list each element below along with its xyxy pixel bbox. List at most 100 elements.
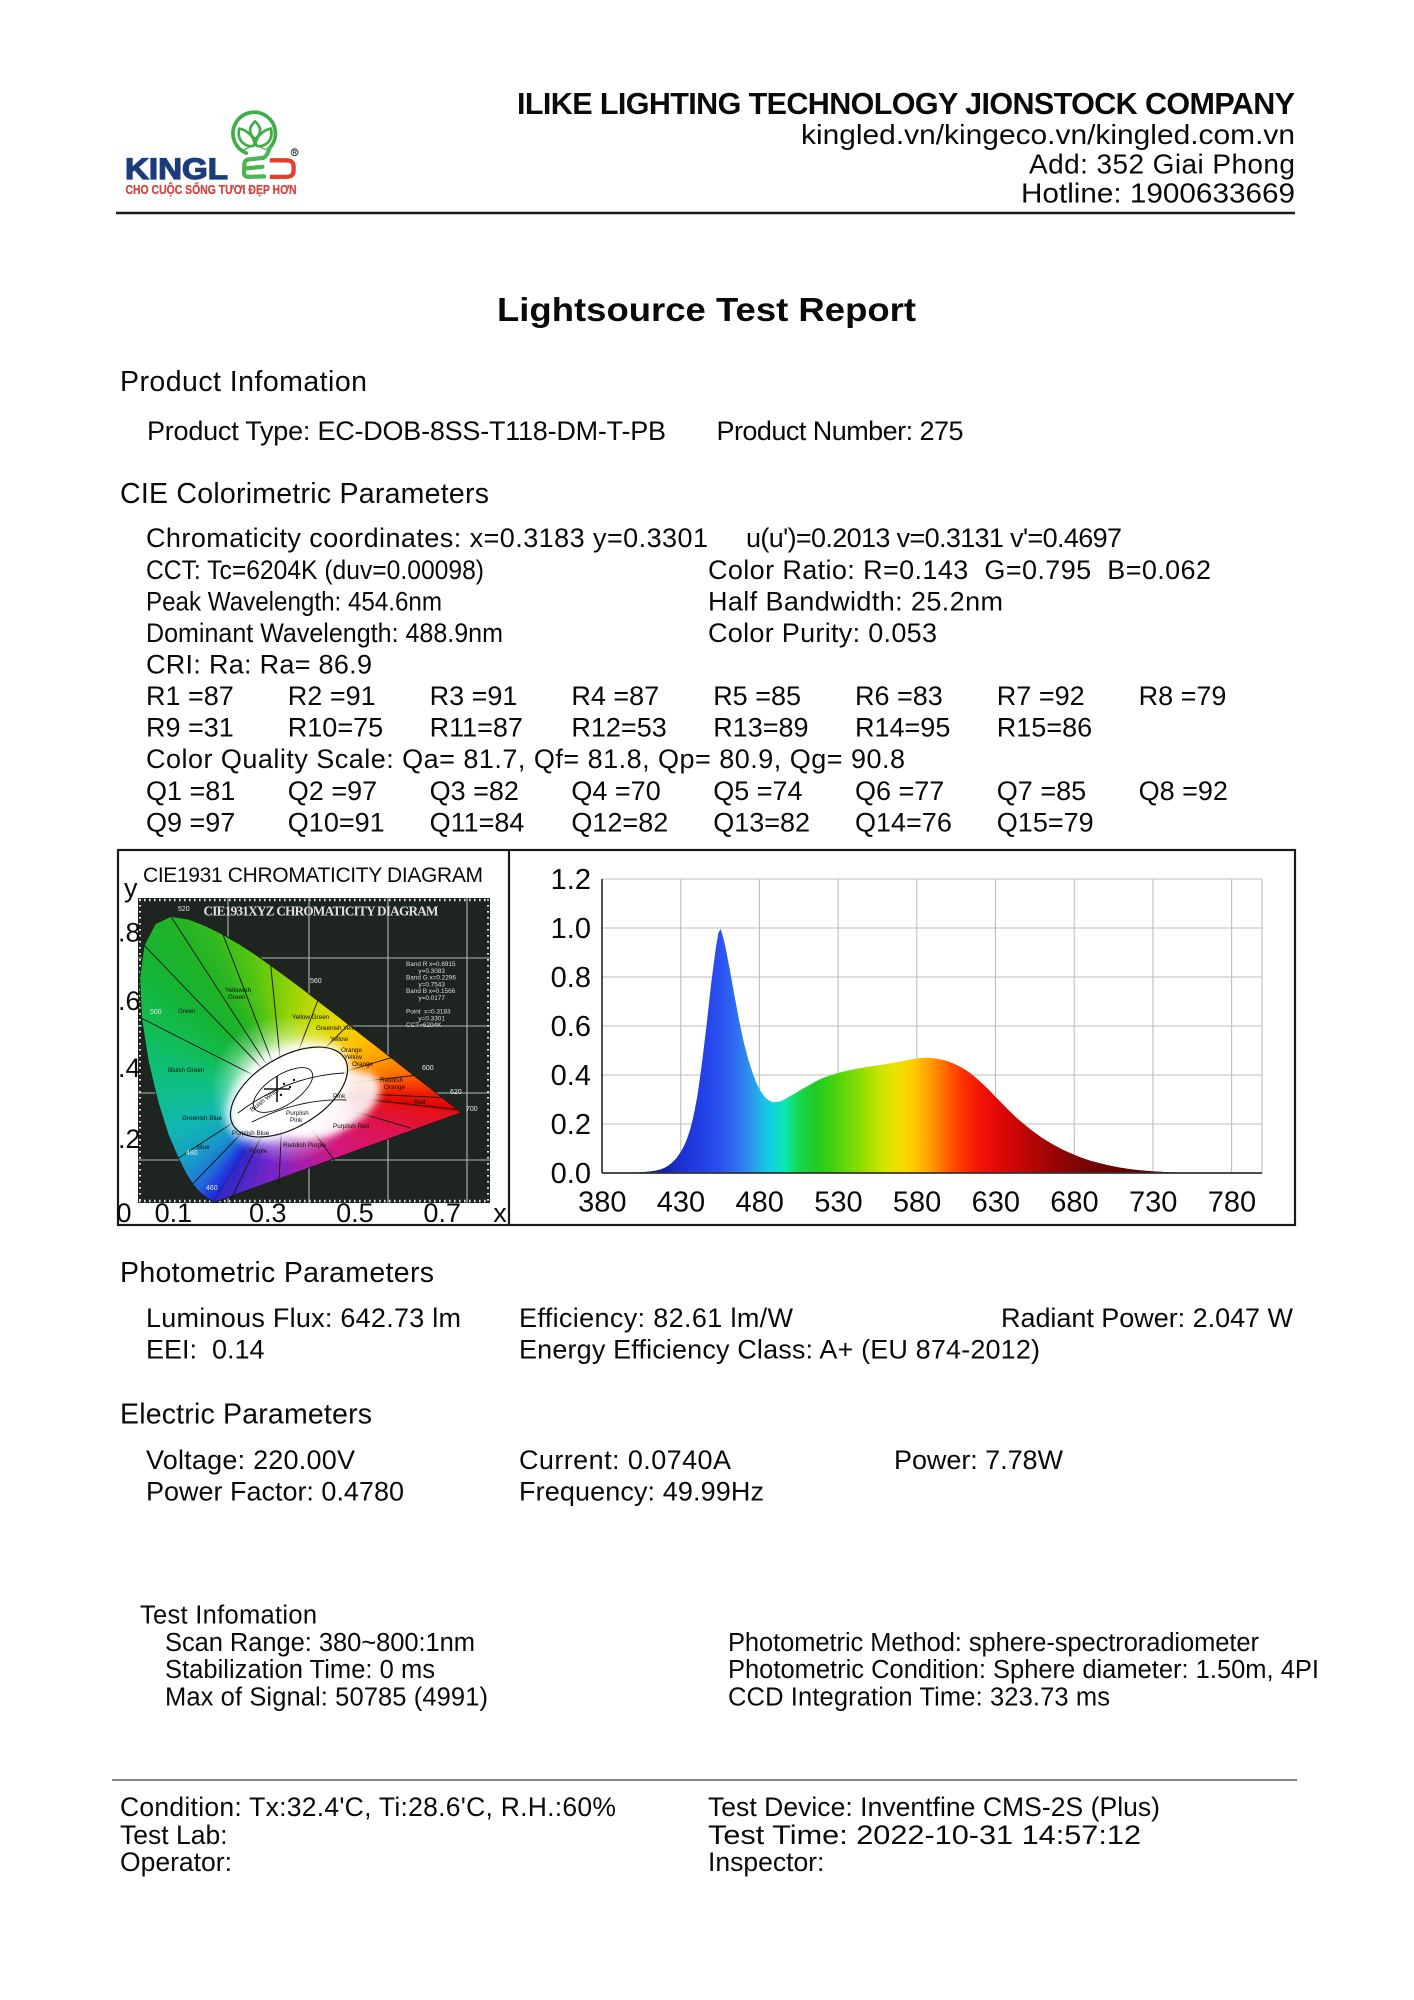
- svg-text:.2: .2: [118, 1124, 141, 1154]
- svg-text:Product Number: 275: Product Number: 275: [717, 416, 964, 446]
- svg-text:CHO CUỘC SỐNG TƯƠI ĐẸP HƠN: CHO CUỘC SỐNG TƯƠI ĐẸP HƠN: [126, 182, 297, 197]
- svg-text:CRI: Ra: Ra= 86.9: CRI: Ra: Ra= 86.9: [146, 650, 372, 680]
- svg-text:Half Bandwidth: 25.2nm: Half Bandwidth: 25.2nm: [708, 586, 1003, 616]
- svg-text:Q2 =97: Q2 =97: [288, 776, 377, 806]
- svg-text:Reddish Purple: Reddish Purple: [283, 1142, 327, 1149]
- svg-text:Photometric Condition: Sphere: Photometric Condition: Sphere diameter: …: [728, 1656, 1319, 1684]
- svg-text:Q11=84: Q11=84: [430, 807, 525, 837]
- svg-text:.8: .8: [118, 917, 141, 947]
- svg-text:Test Infomation: Test Infomation: [140, 1602, 317, 1630]
- svg-text:Peak Wavelength: 454.6nm: Peak Wavelength: 454.6nm: [146, 586, 442, 616]
- svg-text:Frequency: 49.99Hz: Frequency: 49.99Hz: [519, 1477, 764, 1507]
- svg-text:Band G x=0.2296: Band G x=0.2296: [406, 975, 456, 982]
- svg-text:580: 580: [893, 1187, 941, 1219]
- svg-text:1.0: 1.0: [551, 913, 591, 945]
- svg-text:Color Ratio: R=0.143 G=0.795: Color Ratio: R=0.143 G=0.795 B=0.062: [708, 555, 1211, 585]
- svg-text:0.2: 0.2: [551, 1109, 591, 1141]
- svg-text:Purplish Blue: Purplish Blue: [232, 1130, 270, 1137]
- svg-text:R9 =31: R9 =31: [146, 713, 234, 743]
- svg-text:0.6: 0.6: [551, 1011, 591, 1043]
- svg-text:Luminous Flux: 642.73 lm: Luminous Flux: 642.73 lm: [146, 1303, 461, 1333]
- svg-text:CIE Colorimetric Parameters: CIE Colorimetric Parameters: [120, 478, 489, 510]
- svg-text:0: 0: [116, 1198, 131, 1228]
- svg-text:620: 620: [450, 1089, 462, 1096]
- svg-text:Yellow Green: Yellow Green: [292, 1014, 330, 1021]
- svg-text:Pink: Pink: [333, 1093, 346, 1100]
- svg-text:Chromaticity coordinates: x=0.: Chromaticity coordinates: x=0.3183 y=0.3…: [146, 523, 708, 553]
- svg-text:430: 430: [657, 1187, 705, 1219]
- svg-text:R5 =85: R5 =85: [713, 681, 801, 711]
- svg-text:KINGL: KINGL: [125, 153, 228, 186]
- svg-text:Yellowish: Yellowish: [225, 987, 252, 994]
- svg-text:y=0.7543: y=0.7543: [406, 981, 445, 988]
- svg-text:u(u')=0.2013 v=0.3131 v'=0.469: u(u')=0.2013 v=0.3131 v'=0.4697: [746, 523, 1122, 553]
- svg-text:Lightsource Test Report: Lightsource Test Report: [497, 291, 916, 328]
- svg-text:560: 560: [310, 978, 322, 985]
- svg-text:Color Quality Scale: Qa= 81.7,: Color Quality Scale: Qa= 81.7, Qf= 81.8,…: [146, 744, 905, 774]
- svg-text:Reddish: Reddish: [380, 1077, 404, 1084]
- svg-text:Stabilization Time: 0 ms: Stabilization Time: 0 ms: [165, 1656, 435, 1684]
- svg-text:Band R x=0.6915: Band R x=0.6915: [406, 961, 456, 968]
- svg-text:730: 730: [1129, 1187, 1177, 1219]
- svg-text:Point x=0.3183: Point x=0.3183: [406, 1009, 451, 1016]
- svg-text:380: 380: [578, 1187, 626, 1219]
- svg-text:0.8: 0.8: [551, 962, 591, 994]
- svg-text:y=0.0177: y=0.0177: [406, 995, 445, 1002]
- svg-text:Current: 0.0740A: Current: 0.0740A: [519, 1445, 731, 1475]
- svg-text:Photometric Method: sphere-spe: Photometric Method: sphere-spectroradiom…: [728, 1629, 1260, 1657]
- svg-text:R14=95: R14=95: [855, 713, 950, 743]
- svg-text:Pink: Pink: [290, 1117, 303, 1124]
- svg-text:Product Infomation: Product Infomation: [120, 366, 367, 398]
- svg-text:460: 460: [206, 1185, 218, 1192]
- svg-text:Band B x=0.1566: Band B x=0.1566: [406, 988, 456, 995]
- svg-text:y=0.3301: y=0.3301: [406, 1015, 445, 1022]
- svg-text:Radiant Power: 2.047 W: Radiant Power: 2.047 W: [1001, 1303, 1294, 1333]
- svg-text:Yellow: Yellow: [344, 1054, 362, 1061]
- svg-text:Scan Range: 380~800:1nm: Scan Range: 380~800:1nm: [165, 1629, 475, 1657]
- svg-text:Q8 =92: Q8 =92: [1139, 776, 1228, 806]
- svg-text:CCD Integration Time: 323.73 m: CCD Integration Time: 323.73 ms: [728, 1683, 1110, 1711]
- svg-text:Green: Green: [228, 994, 246, 1001]
- svg-text:R11=87: R11=87: [430, 713, 523, 743]
- svg-text:0.1: 0.1: [155, 1198, 193, 1228]
- svg-text:0.5: 0.5: [336, 1198, 374, 1228]
- svg-text:Test Device: Inventfine CMS-2S: Test Device: Inventfine CMS-2S (Plus): [708, 1792, 1160, 1822]
- svg-text:Inspector:: Inspector:: [708, 1847, 824, 1877]
- svg-text:Q4 =70: Q4 =70: [571, 776, 660, 806]
- svg-text:Operator:: Operator:: [120, 1847, 232, 1877]
- svg-text:Color Purity: 0.053: Color Purity: 0.053: [708, 618, 937, 648]
- svg-text:Orange: Orange: [384, 1084, 406, 1091]
- svg-text:Voltage: 220.00V: Voltage: 220.00V: [146, 1445, 355, 1475]
- svg-text:R6 =83: R6 =83: [855, 681, 943, 711]
- svg-text:780: 780: [1208, 1187, 1256, 1219]
- svg-text:R1 =87: R1 =87: [146, 681, 234, 711]
- svg-text:.6: .6: [118, 986, 141, 1016]
- svg-text:EEI: 0.14: EEI: 0.14: [146, 1334, 265, 1364]
- svg-text:Power: 7.78W: Power: 7.78W: [894, 1445, 1064, 1475]
- svg-text:1.2: 1.2: [551, 864, 591, 896]
- svg-text:Test Lab:: Test Lab:: [120, 1820, 228, 1850]
- svg-text:Q9 =97: Q9 =97: [146, 807, 235, 837]
- svg-text:CIE1931 CHROMATICITY DIAGRAM: CIE1931 CHROMATICITY DIAGRAM: [143, 864, 483, 887]
- svg-text:Q15=79: Q15=79: [997, 807, 1094, 837]
- svg-text:0.4: 0.4: [551, 1060, 591, 1092]
- svg-text:630: 630: [972, 1187, 1020, 1219]
- svg-text:Max of Signal: 50785 (4991): Max of Signal: 50785 (4991): [165, 1683, 488, 1711]
- svg-text:Q14=76: Q14=76: [855, 807, 952, 837]
- svg-text:480: 480: [186, 1150, 198, 1157]
- svg-text:680: 680: [1050, 1187, 1098, 1219]
- svg-text:R3 =91: R3 =91: [430, 681, 518, 711]
- svg-text:0.0: 0.0: [551, 1158, 591, 1190]
- svg-text:Q12=82: Q12=82: [571, 807, 668, 837]
- svg-text:R13=89: R13=89: [713, 713, 808, 743]
- svg-text:Dominant Wavelength: 488.9nm: Dominant Wavelength: 488.9nm: [146, 618, 503, 648]
- svg-text:Red: Red: [414, 1099, 426, 1106]
- svg-text:Greenish Yellow: Greenish Yellow: [316, 1025, 362, 1032]
- svg-text:Q5 =74: Q5 =74: [713, 776, 802, 806]
- svg-text:480: 480: [736, 1187, 784, 1219]
- svg-text:ILIKE LIGHTING TECHNOLOGY JION: ILIKE LIGHTING TECHNOLOGY JIONSTOCK COMP…: [517, 87, 1295, 121]
- svg-text:600: 600: [422, 1065, 434, 1072]
- svg-text:R8 =79: R8 =79: [1139, 681, 1227, 711]
- svg-text:Purple: Purple: [249, 1148, 268, 1155]
- svg-text:Q10=91: Q10=91: [288, 807, 385, 837]
